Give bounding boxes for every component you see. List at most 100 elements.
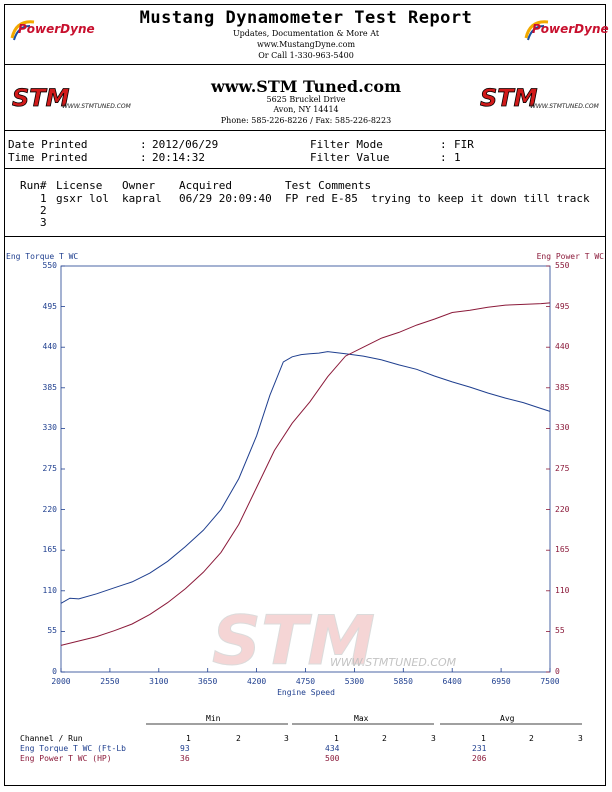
x-tick-label: 5850 (393, 677, 413, 686)
stats-group-min: Min (206, 714, 221, 723)
stm-watermark: STM WWW.STMTUNED.COM (212, 602, 457, 682)
y-tick-label-left: 0 (52, 667, 57, 676)
stats-row-power-min: 36 (180, 754, 190, 763)
powerdyne-logo-text: PowerDyne (532, 22, 609, 36)
chart-axes (60, 265, 551, 673)
run-1-owner: kapral (122, 192, 162, 205)
filter-value-colon: : (440, 151, 447, 164)
stats-header-lines (146, 723, 582, 725)
stats-row-power-max: 500 (325, 754, 340, 763)
y-tick-label-left: 495 (42, 301, 57, 311)
y-tick-label-left: 550 (42, 261, 57, 270)
stats-row-torque-max: 434 (325, 744, 340, 753)
filter-mode-colon: : (440, 138, 447, 151)
left-axis-title: Eng Torque T WC (6, 252, 79, 261)
watermark-subtext: WWW.STMTUNED.COM (330, 656, 457, 669)
runs-header-acquired: Acquired (179, 179, 232, 192)
filter-value-value: 1 (454, 151, 461, 164)
stats-min-run1: 1 (186, 734, 191, 743)
header-line2: www.MustangDyne.com (256, 40, 356, 49)
stats-min-run3: 3 (284, 734, 289, 743)
header-line3: Or Call 1-330-963-5400 (258, 51, 354, 60)
y-tick-label-left: 330 (42, 423, 57, 433)
powerdyne-logo-left: PowerDyne (8, 16, 95, 44)
power-line (60, 302, 551, 646)
stats-max-run2: 2 (382, 734, 387, 743)
y-tick-label-left: 275 (42, 464, 57, 473)
shop-website: www.STM Tuned.com (210, 77, 401, 96)
chart-series (60, 302, 551, 646)
y-tick-label-left: 385 (42, 382, 57, 392)
x-tick-label: 3100 (149, 677, 169, 686)
x-tick-label: 2000 (51, 677, 71, 686)
run-3-num: 3 (40, 216, 47, 229)
stats-row-power-label: Eng Power T WC (HP) (20, 754, 112, 763)
shop-phone-fax: Phone: 585-226-8226 / Fax: 585-226-8223 (220, 116, 392, 125)
stats-avg-run1: 1 (481, 734, 486, 743)
y-tick-label-right: 220 (555, 504, 570, 514)
stats-row-torque-min: 93 (180, 744, 190, 753)
date-printed-value: 2012/06/29 (152, 138, 219, 151)
date-printed-label: Date Printed (8, 138, 88, 151)
stm-logo-sub: WWW.STMTUNED.COM (530, 103, 600, 110)
divider (4, 64, 606, 65)
stm-logo-sub: WWW.STMTUNED.COM (62, 103, 132, 110)
stats-channel-label: Channel / Run (20, 734, 83, 743)
x-tick-label: 4200 (246, 677, 267, 686)
runs-header-comments: Test Comments (285, 179, 372, 192)
y-tick-label-left: 110 (42, 585, 57, 595)
right-axis-title: Eng Power T WC (536, 252, 604, 261)
y-tick-label-left: 165 (42, 545, 57, 555)
time-printed-value: 20:14:32 (152, 151, 205, 164)
stats-row-torque-avg: 231 (472, 744, 487, 753)
x-tick-label: 3650 (198, 677, 218, 686)
x-tick-label: 6950 (491, 677, 511, 686)
dyno-chart: STM WWW.STMTUNED.COM (60, 265, 551, 682)
divider (4, 236, 606, 237)
powerdyne-logo-text: PowerDyne (18, 22, 95, 36)
x-tick-label: 5300 (344, 677, 365, 686)
torque-line (60, 351, 551, 604)
time-printed-label: Time Printed (8, 151, 88, 164)
header-line1: Updates, Documentation & More At (232, 29, 380, 38)
stats-max-run1: 1 (334, 734, 339, 743)
stm-logo-text: STM (12, 84, 70, 112)
divider (4, 130, 606, 131)
y-tick-label-left: 55 (47, 626, 57, 636)
y-tick-label-right: 495 (555, 301, 570, 311)
watermark-text: STM (212, 602, 375, 681)
y-tick-label-left: 220 (42, 504, 57, 514)
stm-logo-text: STM (480, 84, 538, 112)
y-tick-label-right: 165 (555, 545, 570, 555)
date-colon: : (140, 138, 147, 151)
stats-max-run3: 3 (431, 734, 436, 743)
shop-address2: Avon, NY 14414 (273, 105, 339, 114)
stats-row-torque-label: Eng Torque T WC (Ft-Lb (20, 744, 126, 753)
stm-logo-right: STM WWW.STMTUNED.COM (478, 84, 604, 113)
runs-header-owner: Owner (122, 179, 156, 192)
y-tick-label-right: 440 (555, 342, 570, 352)
time-colon: : (140, 151, 147, 164)
y-tick-label-right: 275 (555, 464, 570, 473)
report-frame (4, 4, 606, 786)
stats-avg-run3: 3 (578, 734, 583, 743)
y-tick-label-right: 550 (555, 261, 570, 270)
x-tick-label: 7500 (540, 677, 560, 686)
run-1-license: gsxr lol (56, 192, 109, 205)
stats-row-power-avg: 206 (472, 754, 487, 763)
divider (4, 168, 606, 169)
run-1-num: 1 (40, 192, 47, 205)
y-tick-label-right: 110 (555, 585, 570, 595)
y-tick-label-right: 0 (555, 667, 560, 676)
stm-logo-left: STM WWW.STMTUNED.COM (10, 84, 136, 112)
stats-group-max: Max (354, 714, 369, 723)
filter-mode-label: Filter Mode (310, 138, 383, 151)
run-1-acquired: 06/29 20:09:40 (179, 192, 272, 205)
run-1-comments: FP red E-85 trying to keep it down till … (285, 192, 590, 205)
x-axis-title: Engine Speed (277, 688, 335, 697)
shop-address1: 5625 Bruckel Drive (266, 95, 346, 104)
x-tick-label: 2550 (100, 677, 120, 686)
x-tick-label: 4750 (295, 677, 316, 686)
filter-value-label: Filter Value (310, 151, 390, 164)
stats-min-run2: 2 (236, 734, 241, 743)
